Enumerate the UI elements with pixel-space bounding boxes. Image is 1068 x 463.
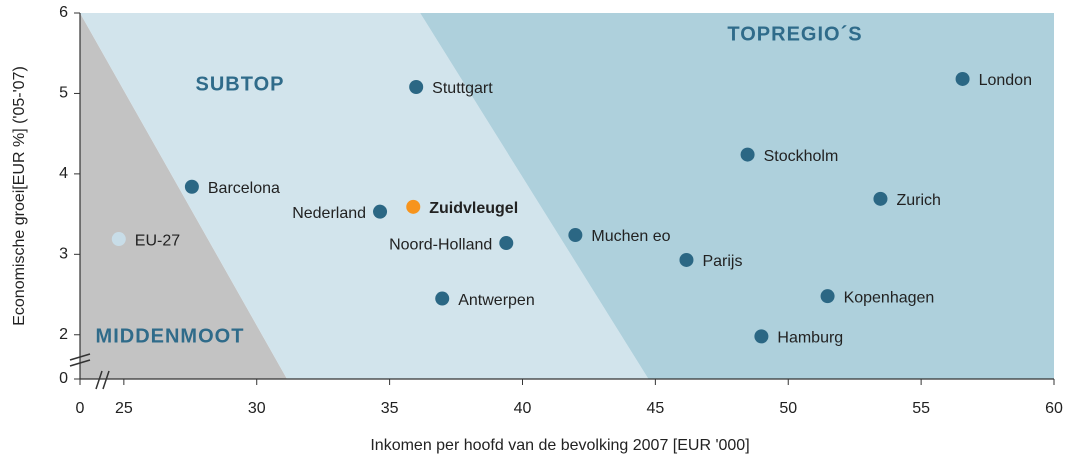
point [568, 228, 583, 243]
x-tick-label: 40 [514, 400, 532, 417]
axis-break [102, 370, 110, 390]
point-label: Stuttgart [432, 80, 493, 97]
axis-break [69, 359, 91, 367]
x-axis-label: Inkomen per hoofd van de bevolking 2007 … [370, 437, 749, 454]
x-tick-label: 55 [912, 400, 930, 417]
point-label: Stockholm [764, 148, 839, 165]
point [820, 289, 835, 304]
y-axis-label: Economische groei[EUR %] ('05-'07) [11, 66, 28, 326]
point-label: Parijs [702, 253, 742, 270]
y-tick-label: 4 [59, 165, 68, 182]
point [679, 252, 694, 267]
y-tick-label: 0 [59, 370, 68, 387]
point [955, 71, 970, 86]
region-label: SUBTOP [196, 73, 285, 95]
point [873, 191, 888, 206]
y-tick-label: 2 [59, 326, 68, 343]
point-label: Muchen eo [591, 228, 670, 245]
x-tick-label: 25 [115, 400, 133, 417]
point [184, 179, 199, 194]
point-label: London [979, 72, 1032, 89]
region-label: MIDDENMOOT [96, 325, 245, 347]
point [111, 232, 126, 247]
x-tick-label: 60 [1045, 400, 1063, 417]
point-label: Antwerpen [458, 292, 535, 309]
x-tick-label: 35 [381, 400, 399, 417]
y-tick-label: 3 [59, 246, 68, 263]
point-label: Kopenhagen [844, 289, 935, 306]
regions: MIDDENMOOT SUBTOP TOPREGIO´S [80, 13, 1054, 379]
point [435, 291, 450, 306]
y-tick-label: 6 [59, 4, 68, 21]
point-label: Zuidvleugel [429, 200, 518, 217]
x-tick-label: 45 [646, 400, 664, 417]
points: London Stuttgart Stockholm Barcelona Zurich Z… [111, 71, 1032, 347]
point [754, 329, 769, 344]
point-label: Zurich [896, 192, 940, 209]
point [373, 204, 388, 219]
point-label: Nederland [292, 205, 366, 222]
x-tick-label: 30 [248, 400, 266, 417]
point-label: Hamburg [777, 330, 843, 347]
point [409, 80, 424, 95]
x-tick-label: 0 [76, 400, 85, 417]
region [80, 13, 649, 379]
region-label: TOPREGIO´S [727, 23, 862, 45]
point [499, 236, 514, 251]
point-label: Noord-Holland [389, 236, 492, 253]
point [740, 147, 755, 162]
x-tick-label: 50 [779, 400, 797, 417]
point-label: Barcelona [208, 180, 280, 197]
y-tick-label: 5 [59, 85, 68, 102]
point [406, 199, 421, 214]
axis-break [69, 353, 91, 361]
axis-break [95, 370, 103, 390]
region [420, 13, 1054, 379]
point-label: EU-27 [135, 232, 180, 249]
